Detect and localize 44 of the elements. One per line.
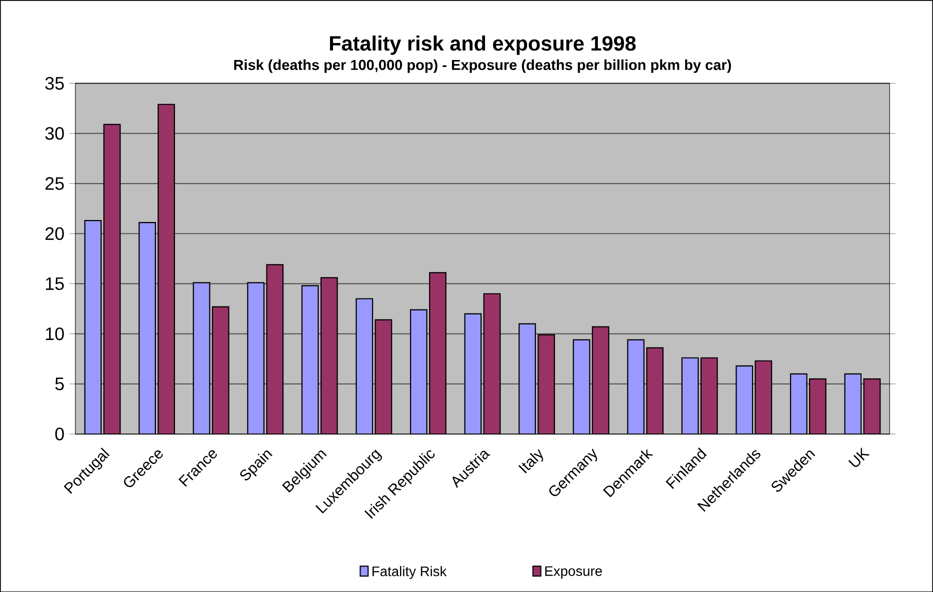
bar xyxy=(519,324,536,434)
x-tick-label: Italy xyxy=(518,448,544,474)
legend-label: Fatality Risk xyxy=(372,566,447,579)
bar xyxy=(266,264,284,434)
y-tick-label: 30 xyxy=(45,126,64,140)
chart-title: Fatality risk and exposure 1998 xyxy=(330,35,636,55)
y-tick-label: 10 xyxy=(46,327,64,340)
chart-subtitle: Risk (deaths per 100,000 pop) - Exposure (deaths per billion pkm by car) xyxy=(234,59,731,73)
y-tick-label: 35 xyxy=(45,76,64,90)
y-tick-label: 0 xyxy=(55,428,64,440)
bar xyxy=(646,348,664,434)
legend-label: Exposure xyxy=(545,566,602,579)
y-tick-label: 15 xyxy=(46,277,64,290)
bar xyxy=(484,294,500,434)
bar xyxy=(682,358,698,434)
bar xyxy=(302,286,318,434)
bar xyxy=(573,340,590,434)
bar xyxy=(736,366,753,434)
bar xyxy=(592,326,609,434)
bar xyxy=(701,358,718,434)
bar xyxy=(84,220,102,434)
bar xyxy=(538,334,554,434)
bar xyxy=(158,104,174,434)
y-tick-label: 5 xyxy=(55,378,64,390)
bar xyxy=(810,378,826,434)
bar xyxy=(375,320,392,434)
x-tick-label: UK xyxy=(848,447,870,467)
bar xyxy=(139,222,156,434)
bar xyxy=(844,373,862,434)
bar xyxy=(464,314,482,434)
bar xyxy=(790,374,807,434)
bar xyxy=(628,340,644,434)
bar xyxy=(755,360,772,434)
y-tick-label: 20 xyxy=(45,227,64,240)
bar xyxy=(104,124,120,434)
bar xyxy=(248,282,264,434)
bar xyxy=(356,298,373,434)
bar xyxy=(321,278,338,434)
y-tick-label: 25 xyxy=(45,177,64,190)
bar xyxy=(863,378,881,434)
bar xyxy=(193,282,210,434)
bar xyxy=(212,306,229,434)
bar xyxy=(410,310,427,434)
bar xyxy=(430,272,446,434)
